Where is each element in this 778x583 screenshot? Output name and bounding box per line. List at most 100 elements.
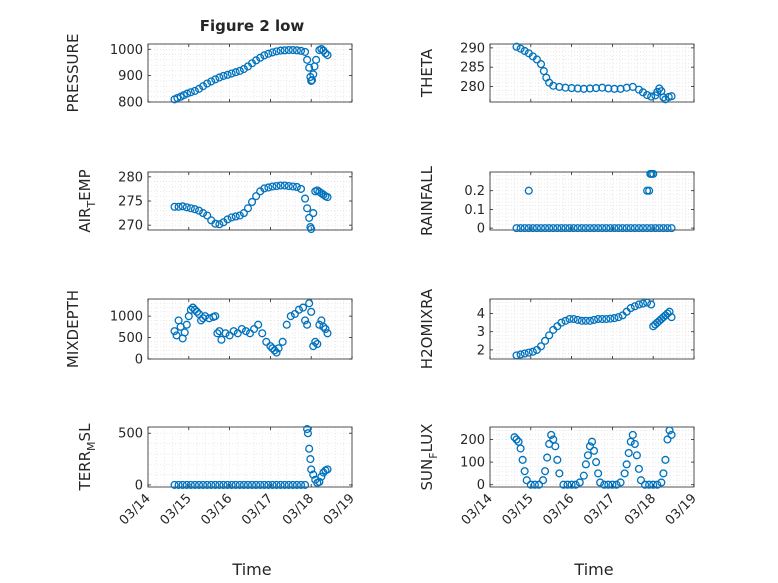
data-point [610, 314, 619, 323]
data-point [524, 224, 533, 233]
data-point [645, 480, 654, 489]
data-point [632, 451, 641, 460]
data-point [541, 467, 550, 476]
data-point [647, 224, 656, 233]
data-point [520, 467, 529, 476]
data-point [598, 314, 607, 324]
data-point [231, 480, 240, 489]
data-point [626, 304, 635, 313]
data-point [235, 480, 244, 489]
data-point [280, 46, 289, 55]
data-point [323, 465, 332, 474]
data-point [296, 184, 306, 193]
data-point [526, 480, 535, 489]
data-point [585, 224, 595, 233]
data-point [199, 480, 208, 489]
data-point [247, 480, 257, 489]
y-tick-label: 200 [460, 433, 485, 448]
data-point [616, 478, 625, 487]
data-point [661, 455, 670, 464]
axes-box [147, 426, 353, 488]
data-point [581, 460, 590, 469]
data-point [190, 480, 199, 489]
data-point [211, 312, 220, 321]
y-tick-label: 800 [118, 96, 143, 111]
data-point [301, 47, 310, 56]
axes-box [147, 43, 353, 103]
data-point [296, 480, 306, 489]
data-point [276, 181, 285, 190]
data-point [520, 349, 529, 358]
data-point [190, 305, 199, 314]
data-point [571, 480, 580, 489]
data-point [192, 307, 202, 316]
data-point [649, 480, 658, 489]
axes-box [489, 426, 695, 488]
data-point [264, 480, 273, 489]
data-point [638, 299, 648, 308]
data-point [303, 55, 312, 64]
data-point [182, 320, 191, 329]
y-axis-label: H2OMIXRA [418, 288, 436, 369]
panel-0: 800 900 1000 PRESSURE [64, 34, 353, 113]
data-point [288, 182, 297, 191]
data-point [274, 344, 283, 353]
data-point [545, 331, 554, 340]
data-point [622, 460, 631, 469]
data-point [602, 314, 611, 324]
data-point [303, 320, 312, 329]
data-point [217, 335, 226, 344]
panel-3: 0 0.1 0.2 RAINFALL [418, 165, 695, 237]
data-point [547, 430, 556, 439]
data-point [174, 202, 183, 211]
data-point [221, 329, 230, 338]
data-point [311, 337, 320, 346]
data-point [532, 224, 541, 233]
data-point [626, 224, 635, 233]
y-tick-label: 280 [460, 80, 485, 95]
data-point [256, 480, 265, 489]
data-point [538, 476, 548, 485]
data-point [585, 316, 595, 325]
data-point [589, 224, 599, 233]
data-point [608, 480, 617, 489]
data-point [260, 184, 269, 193]
data-point [647, 92, 656, 101]
y-axis-label: SUNFLUX [418, 424, 440, 491]
figure-title: Figure 2 low [200, 17, 305, 35]
data-point [543, 453, 552, 462]
data-point [235, 66, 244, 75]
data-point [223, 215, 232, 224]
data-point [602, 224, 611, 233]
data-point [266, 342, 275, 351]
data-point [640, 480, 650, 489]
data-point [663, 224, 672, 233]
y-tick-label: 275 [118, 195, 143, 210]
data-point [643, 224, 652, 233]
data-point [518, 455, 527, 464]
data-point [268, 182, 277, 191]
y-axis-label: THETA [418, 48, 436, 98]
data-point [284, 480, 293, 489]
data-point [203, 480, 212, 489]
data-point [667, 430, 676, 439]
data-point [276, 480, 285, 489]
data-point [604, 480, 613, 489]
data-point [663, 435, 672, 444]
y-tick-label: 1000 [110, 43, 143, 58]
data-point [296, 46, 306, 55]
data-point [292, 182, 301, 192]
data-point [636, 476, 646, 485]
data-point [569, 224, 578, 233]
data-point [541, 224, 550, 233]
data-point [630, 224, 639, 233]
data-point [288, 480, 297, 489]
data-point [643, 298, 652, 307]
data-point [528, 224, 537, 233]
data-point [307, 224, 316, 234]
data-point [512, 351, 521, 360]
data-point [520, 46, 529, 56]
y-tick-label: 285 [460, 61, 485, 76]
data-point [585, 84, 595, 93]
y-axis-label: PRESSURE [64, 34, 82, 113]
